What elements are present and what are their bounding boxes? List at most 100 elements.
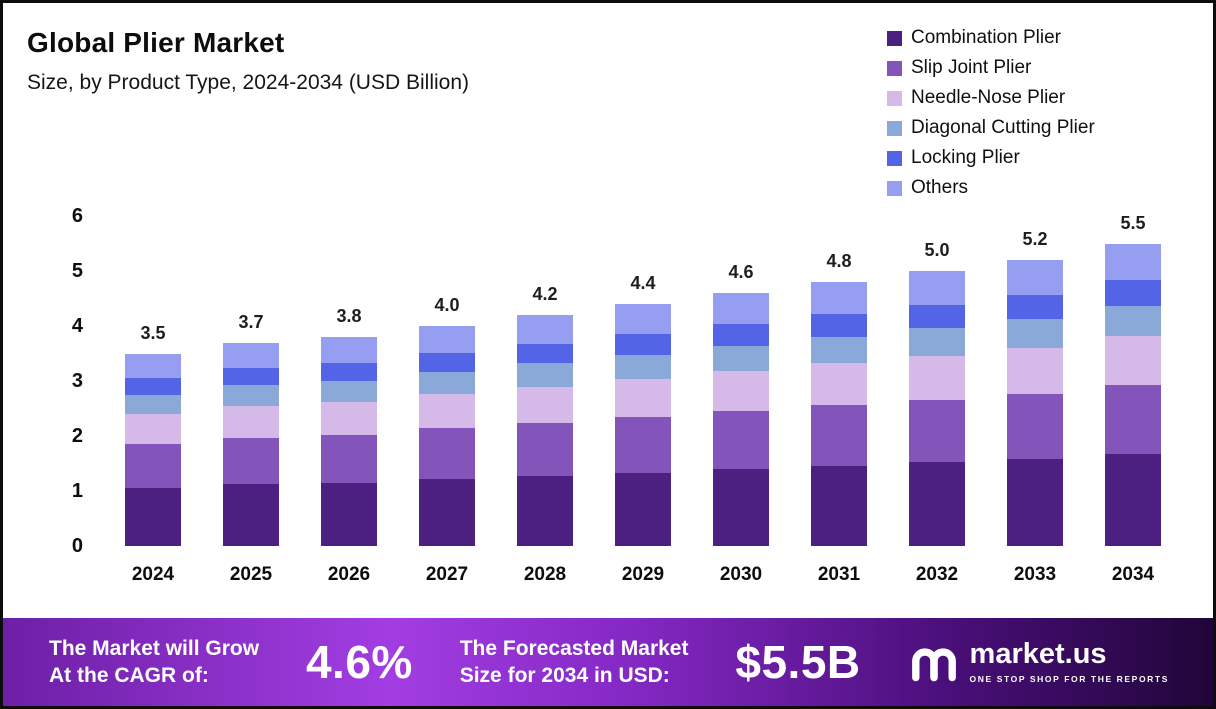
bar-column: 5.5 2034 <box>1105 213 1161 585</box>
bar-segment <box>1105 280 1161 307</box>
bar-segment <box>419 478 475 546</box>
brand-name: market.us <box>969 638 1107 670</box>
legend-label: Needle-Nose Plier <box>911 87 1066 108</box>
bar-segment <box>223 342 279 368</box>
bar-segment <box>909 328 965 356</box>
legend-label: Diagonal Cutting Plier <box>911 117 1095 138</box>
chart-plot: 3.5 2024 3.7 2025 3.8 2026 4.0 2027 4.2 2028 4.4 20… <box>125 213 1161 585</box>
stacked-bar <box>1105 243 1161 546</box>
bar-total-label: 3.5 <box>140 322 166 343</box>
stacked-bar <box>713 293 769 546</box>
bar-column: 4.6 2030 <box>713 216 769 585</box>
legend-label: Others <box>911 177 969 198</box>
legend-item: Needle-Nose Plier <box>887 87 1095 109</box>
bar-total-label: 4.0 <box>434 295 460 316</box>
x-axis-label: 2028 <box>523 564 567 585</box>
y-axis-tick: 6 <box>71 205 83 227</box>
stacked-bar <box>811 282 867 546</box>
bar-column: 5.0 2032 <box>909 216 965 585</box>
forecast-label: The Forecasted Market Size for 2034 in U… <box>460 635 689 690</box>
cagr-label: The Market will Grow At the CAGR of: <box>49 635 259 690</box>
brand-block: market.us ONE STOP SHOP FOR THE REPORTS <box>908 636 1169 688</box>
bar-segment <box>811 314 867 338</box>
bar-total-label: 5.2 <box>1022 229 1048 250</box>
y-axis-tick: 3 <box>71 370 83 392</box>
x-axis-label: 2031 <box>817 564 861 585</box>
x-axis-label: 2026 <box>327 564 371 585</box>
bar-segment <box>713 469 769 546</box>
forecast-value: $5.5B <box>735 636 861 688</box>
bar-segment <box>615 417 671 473</box>
brand-text: market.us ONE STOP SHOP FOR THE REPORTS <box>969 638 1169 685</box>
x-axis-label: 2025 <box>229 564 273 585</box>
bar-segment <box>321 401 377 435</box>
legend-swatch-icon <box>887 60 902 76</box>
bar-segment <box>1007 459 1063 546</box>
bar-segment <box>223 367 279 386</box>
bar-segment <box>713 293 769 325</box>
bar-segment <box>713 345 769 372</box>
cagr-label-line1: The Market will Grow <box>49 636 260 660</box>
bar-column: 4.0 2027 <box>419 216 475 585</box>
bar-segment <box>125 394 181 414</box>
legend-item: Diagonal Cutting Plier <box>887 117 1095 139</box>
forecast-label-line1: The Forecasted Market <box>459 636 689 660</box>
bar-column: 4.4 2029 <box>615 216 671 585</box>
bar-column: 3.7 2025 <box>223 216 279 585</box>
legend-swatch-icon <box>887 150 902 166</box>
footer-banner: The Market will Grow At the CAGR of: 4.6… <box>3 618 1213 706</box>
bar-segment <box>909 355 965 400</box>
bar-segment <box>517 315 573 344</box>
y-axis: 0 1 2 3 4 5 6 <box>41 205 83 557</box>
brand-tagline: ONE STOP SHOP FOR THE REPORTS <box>969 674 1169 684</box>
bar-segment <box>1105 454 1161 546</box>
legend-item: Locking Plier <box>887 147 1095 169</box>
bar-segment <box>713 324 769 346</box>
bar-segment <box>615 378 671 418</box>
bar-segment <box>321 381 377 402</box>
bar-column: 4.8 2031 <box>811 216 867 585</box>
bar-total-label: 4.8 <box>826 251 852 272</box>
bar-segment <box>223 385 279 406</box>
marketus-logo-icon <box>911 648 956 682</box>
bar-segment <box>909 462 965 546</box>
bar-segment <box>1105 243 1161 281</box>
bar-segment <box>223 437 279 485</box>
bar-segment <box>517 386 573 423</box>
y-axis-tick: 1 <box>71 480 83 502</box>
bar-segment <box>1105 384 1161 455</box>
bar-total-label: 4.4 <box>630 273 656 294</box>
x-axis-label: 2029 <box>621 564 665 585</box>
legend-item: Others <box>887 177 1095 199</box>
bar-segment <box>811 282 867 315</box>
bar-column: 3.5 2024 <box>125 216 181 585</box>
stacked-bar <box>517 315 573 546</box>
bar-segment <box>1007 295 1063 320</box>
bar-segment <box>811 465 867 546</box>
bar-total-label: 3.7 <box>238 311 264 332</box>
legend-swatch-icon <box>887 120 902 136</box>
bar-segment <box>517 363 573 387</box>
x-axis-label: 2024 <box>131 564 175 585</box>
bar-segment <box>615 354 671 379</box>
bar-segment <box>223 405 279 438</box>
bar-segment <box>517 475 573 546</box>
bar-column: 3.8 2026 <box>321 216 377 585</box>
legend-label: Locking Plier <box>911 147 1020 168</box>
bar-segment <box>811 405 867 466</box>
stacked-bar <box>223 342 279 546</box>
x-axis-label: 2033 <box>1013 564 1057 585</box>
legend-item: Slip Joint Plier <box>887 57 1095 79</box>
legend-label: Combination Plier <box>911 27 1061 48</box>
bar-segment <box>321 434 377 483</box>
stacked-bar <box>321 337 377 546</box>
bar-segment <box>811 337 867 364</box>
legend-item: Combination Plier <box>887 27 1095 49</box>
stacked-bar <box>615 304 671 546</box>
x-axis-label: 2032 <box>915 564 959 585</box>
bar-segment <box>419 428 475 479</box>
x-axis-label: 2027 <box>425 564 469 585</box>
bar-segment <box>125 414 181 445</box>
bar-column: 4.2 2028 <box>517 216 573 585</box>
